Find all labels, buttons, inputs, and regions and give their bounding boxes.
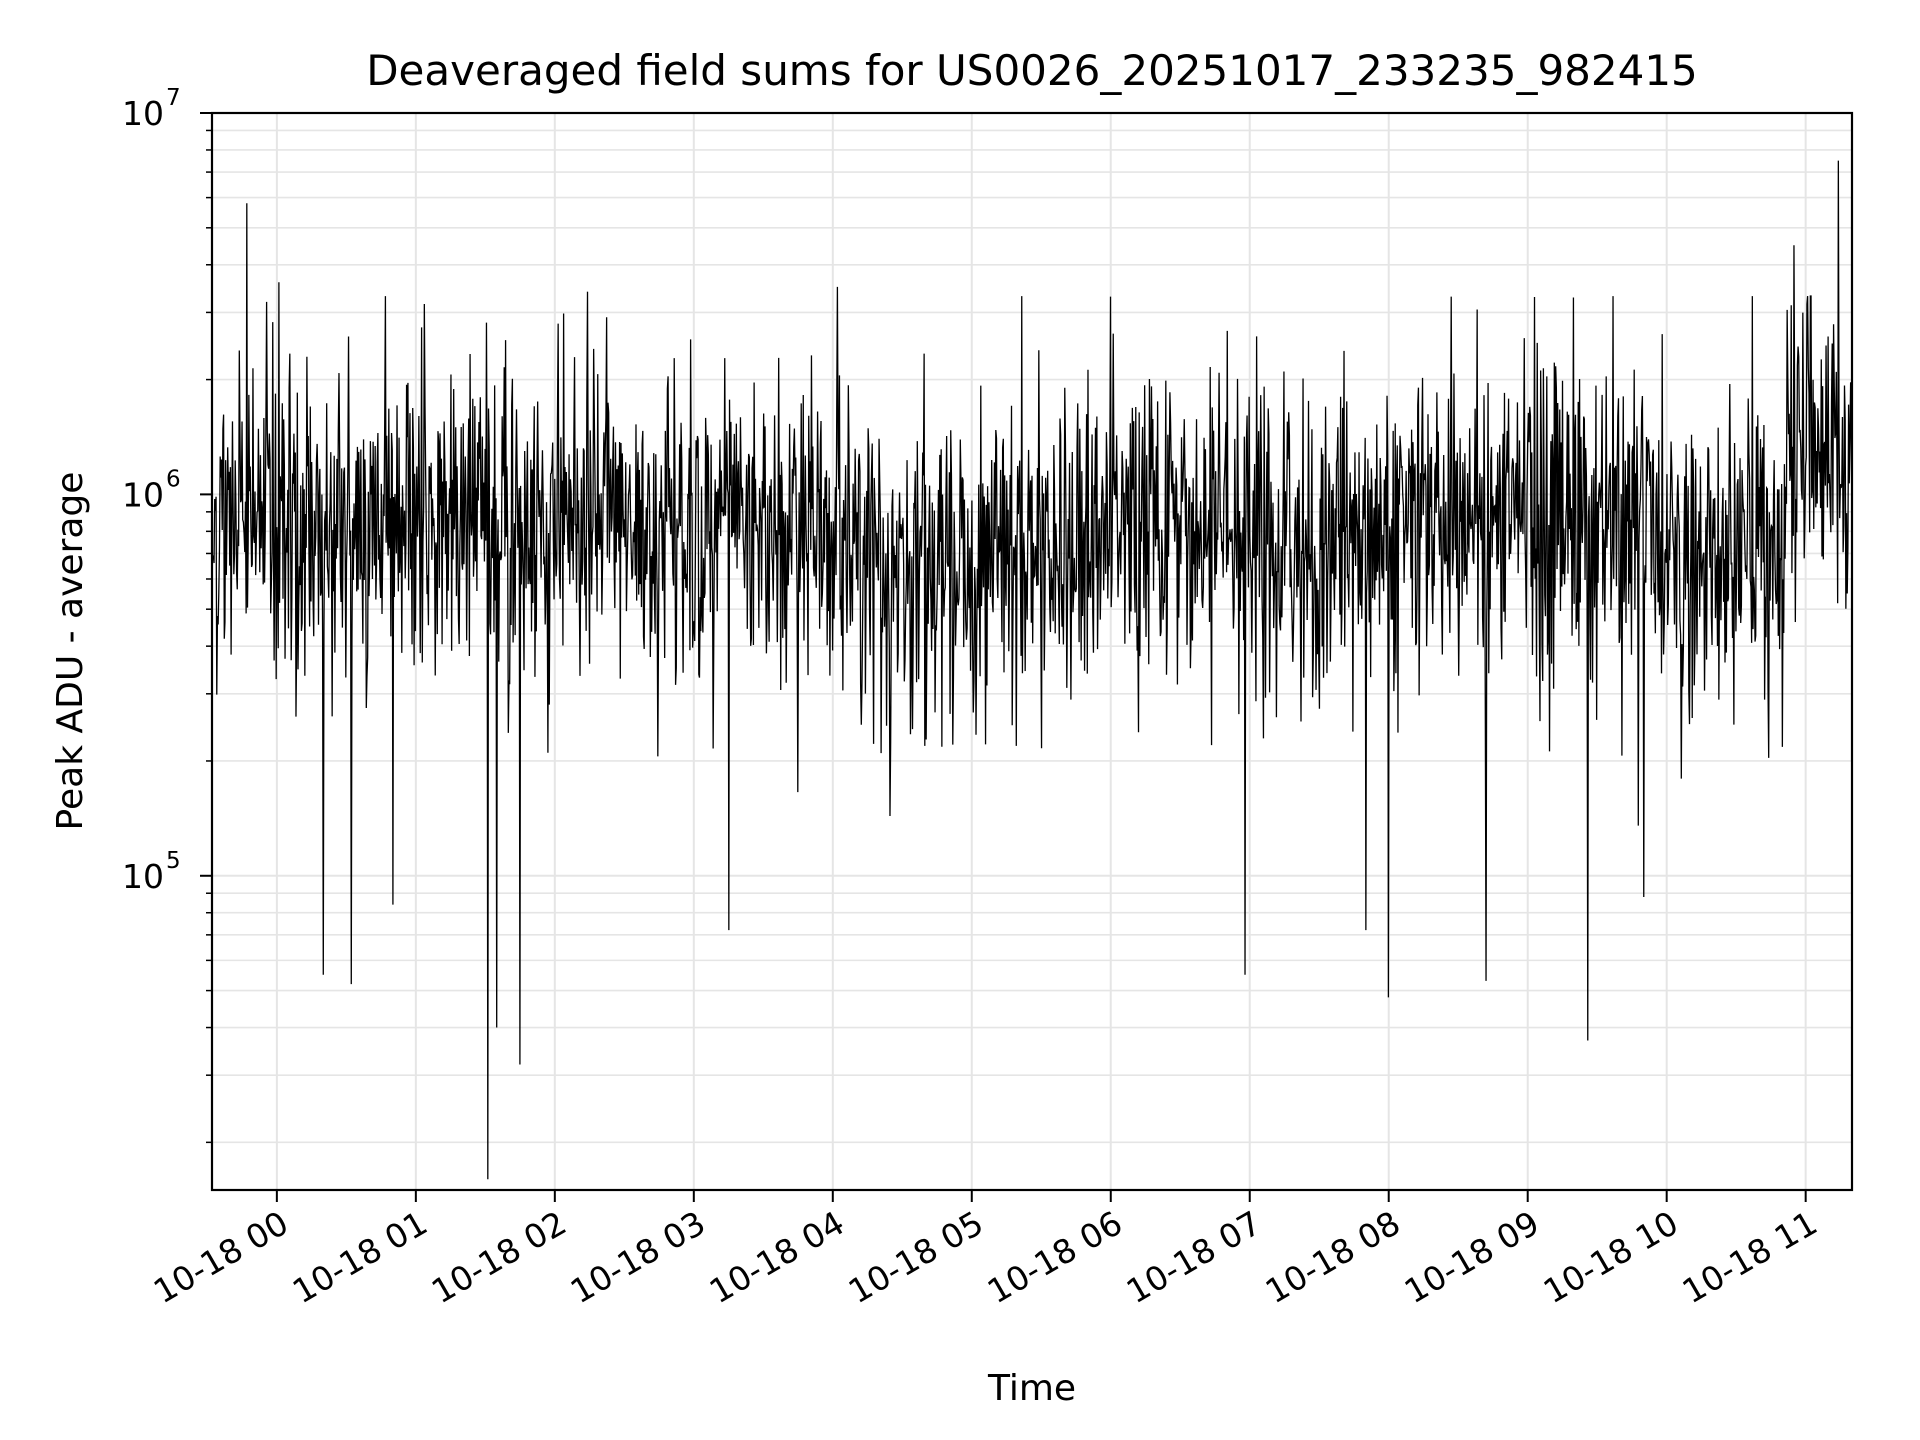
y-tick-label: 10 xyxy=(122,94,164,133)
x-tick-label: 10-18 08 xyxy=(1259,1203,1407,1311)
x-tick-label: 10-18 04 xyxy=(703,1203,851,1311)
chart-title: Deaveraged field sums for US0026_2025101… xyxy=(366,46,1698,95)
series-layer xyxy=(212,160,1853,1180)
x-tick-label: 10-18 05 xyxy=(842,1203,990,1311)
y-tick-exponent: 7 xyxy=(166,85,181,111)
grid-layer xyxy=(212,112,1852,1190)
x-tick-label: 10-18 10 xyxy=(1537,1203,1685,1311)
x-tick-label: 10-18 00 xyxy=(147,1203,295,1311)
x-tick-label: 10-18 03 xyxy=(564,1203,712,1311)
plot-frame xyxy=(210,111,1854,1192)
y-tick-exponent: 6 xyxy=(166,466,181,492)
x-tick-label: 10-18 09 xyxy=(1398,1203,1546,1311)
x-tick-label: 10-18 02 xyxy=(425,1203,573,1311)
x-tick-label: 10-18 01 xyxy=(286,1203,434,1311)
y-tick-label: 10 xyxy=(122,475,164,514)
y-axis-title: Peak ADU - average xyxy=(50,472,91,831)
y-tick-exponent: 5 xyxy=(166,848,181,874)
x-tick-label: 10-18 07 xyxy=(1120,1203,1268,1311)
series-line xyxy=(212,160,1853,1180)
y-tick-label: 10 xyxy=(122,857,164,896)
x-tick-label: 10-18 11 xyxy=(1676,1203,1824,1311)
x-tick-label: 10-18 06 xyxy=(981,1203,1129,1311)
x-axis-title: Time xyxy=(987,1368,1076,1409)
